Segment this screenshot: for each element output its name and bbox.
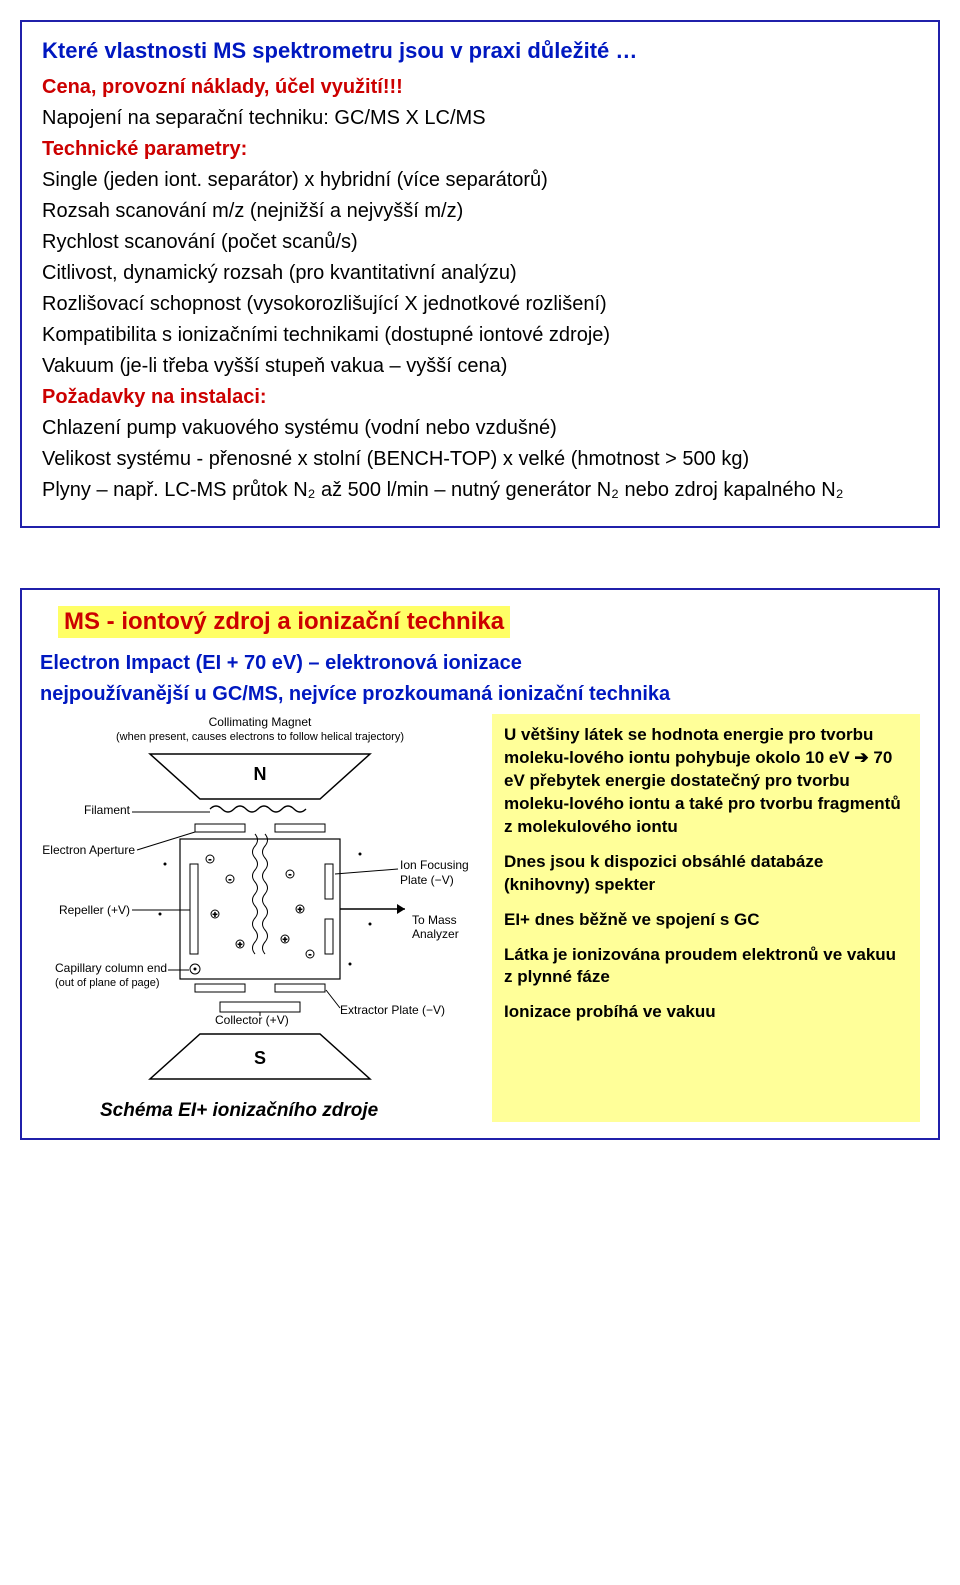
panel2-row: Collimating Magnet (when present, causes… [40,714,920,1122]
panel1-line7: Citlivost, dynamický rozsah (pro kvantit… [42,262,918,285]
panel1-line5: Rozsah scanování m/z (nejnižší a nejvyšš… [42,200,918,223]
panel1-line8: Rozlišovací schopnost (vysokorozlišující… [42,293,918,316]
panel1-line4: Single (jeden iont. separátor) x hybridn… [42,169,918,192]
diagram-caption: Schéma EI+ ionizačního zdroje [40,1100,480,1122]
panel1-line9: Kompatibilita s ionizačními technikami (… [42,324,918,347]
svg-text:+: + [213,910,218,919]
lbl-extractor: Extractor Plate (−V) [340,1003,445,1017]
panel2-sub2: nejpoužívanější u GC/MS, nejvíce prozkou… [40,683,920,706]
lbl-capillary-note: (out of plane of page) [55,977,160,989]
panel2-sub1: Electron Impact (EI + 70 eV) – elektrono… [40,652,920,675]
svg-text:+: + [238,940,243,949]
panel2-header: MS - iontový zdroj a ionizační technika [58,606,510,638]
info3: EI+ dnes běžně ve spojení s GC [504,909,908,932]
panel-2: MS - iontový zdroj a ionizační technika … [20,588,940,1140]
lbl-collimating: Collimating Magnet [209,715,312,729]
panel1-line1: Cena, provozní náklady, účel využití!!! [42,76,918,99]
svg-text:+: + [283,935,288,944]
panel1-title: Které vlastnosti MS spektrometru jsou v … [42,38,918,64]
panel-1: Které vlastnosti MS spektrometru jsou v … [20,20,940,528]
panel1-line6: Rychlost scanování (počet scanů/s) [42,231,918,254]
panel1-line10: Vakuum (je-li třeba vyšší stupeň vakua –… [42,355,918,378]
lbl-focusing2: Plate (−V) [400,873,454,887]
svg-text:+: + [298,905,303,914]
lbl-S: S [254,1048,266,1068]
lbl-focusing: Ion Focusing [400,858,469,872]
lbl-aperture: Electron Aperture [42,843,135,857]
svg-text:-: - [289,870,292,879]
lbl-capillary: Capillary column end [55,961,167,975]
panel1-line12: Chlazení pump vakuového systému (vodní n… [42,417,918,440]
panel1-line11: Požadavky na instalaci: [42,386,918,409]
lbl-filament: Filament [84,803,131,817]
svg-text:-: - [229,875,232,884]
lbl-collimating-note: (when present, causes electrons to follo… [116,731,404,743]
lbl-repeller: Repeller (+V) [59,903,130,917]
svg-text:-: - [209,855,212,864]
panel1-line3: Technické parametry: [42,138,918,161]
info1: U většiny látek se hodnota energie pro t… [504,724,908,839]
panel1-line2: Napojení na separační techniku: GC/MS X … [42,107,918,130]
lbl-collector: Collector (+V) [215,1013,289,1027]
lbl-tomass: To Mass [412,913,457,927]
panel2-header-wrap: MS - iontový zdroj a ionizační technika [58,606,920,638]
svg-text:-: - [309,950,312,959]
lbl-N: N [254,764,267,784]
lbl-analyzer: Analyzer [412,927,459,941]
info-box: U většiny látek se hodnota energie pro t… [492,714,920,1122]
info2: Dnes jsou k dispozici obsáhlé databáze (… [504,851,908,897]
panel1-line14: Plyny – např. LC-MS průtok N₂ až 500 l/m… [42,479,918,502]
info4: Látka je ionizována proudem elektronů ve… [504,944,908,990]
info5: Ionizace probíhá ve vakuu [504,1001,908,1024]
panel1-line13: Velikost systému - přenosné x stolní (BE… [42,448,918,471]
ei-diagram: Collimating Magnet (when present, causes… [40,714,480,1122]
